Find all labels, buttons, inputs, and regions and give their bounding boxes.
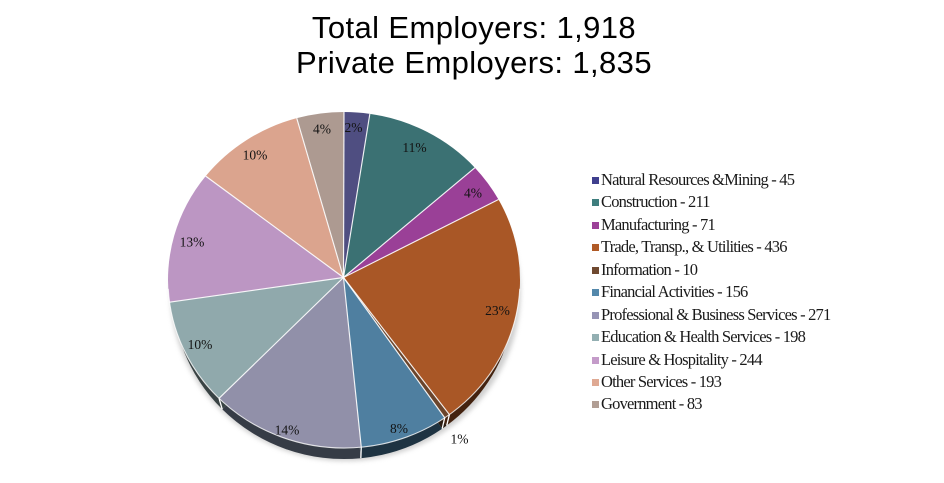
svg-text:1%: 1% [451, 432, 469, 447]
svg-text:13%: 13% [180, 235, 205, 250]
svg-text:11%: 11% [402, 140, 426, 155]
svg-text:2%: 2% [345, 120, 363, 135]
svg-text:10%: 10% [188, 337, 213, 352]
svg-text:4%: 4% [464, 186, 482, 201]
svg-text:8%: 8% [390, 421, 408, 436]
svg-text:14%: 14% [275, 423, 300, 438]
svg-text:4%: 4% [313, 122, 331, 137]
svg-text:23%: 23% [485, 303, 510, 318]
svg-text:10%: 10% [243, 148, 268, 163]
